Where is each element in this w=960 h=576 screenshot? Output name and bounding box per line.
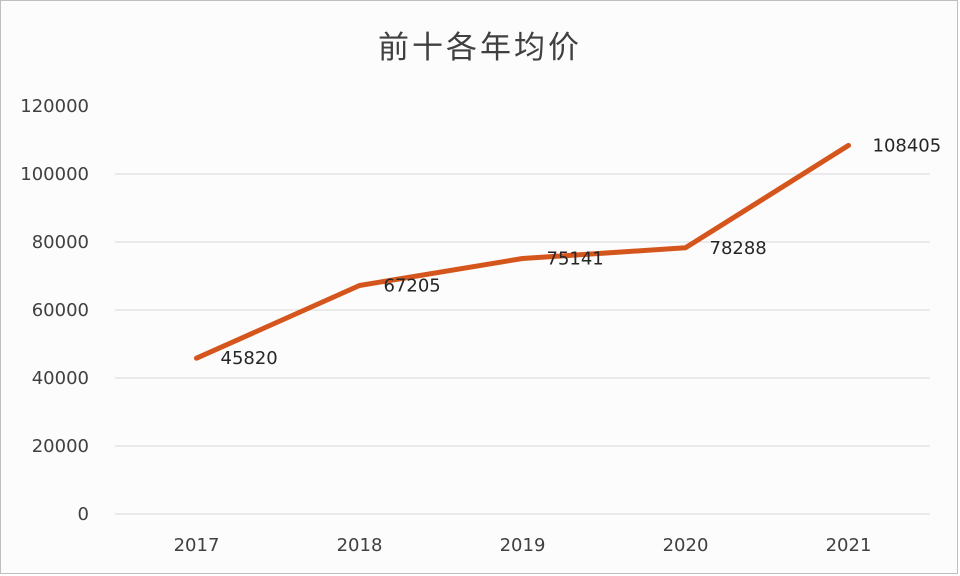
y-tick-label: 80000 xyxy=(32,232,89,253)
data-label: 75141 xyxy=(547,249,604,270)
data-labels: 45820 67205 75141 78288 108405 xyxy=(221,135,942,369)
y-tick-label: 100000 xyxy=(20,164,89,185)
x-tick-label: 2018 xyxy=(337,535,383,556)
y-axis-labels: 0 20000 40000 60000 80000 100000 120000 xyxy=(20,96,89,525)
chart-title: 前十各年均价 xyxy=(378,30,582,66)
x-tick-label: 2019 xyxy=(500,535,546,556)
x-axis-labels: 2017 2018 2019 2020 2021 xyxy=(174,535,872,556)
data-label: 67205 xyxy=(384,276,441,297)
y-tick-label: 20000 xyxy=(32,436,89,457)
x-tick-label: 2021 xyxy=(826,535,872,556)
data-label: 78288 xyxy=(710,238,767,259)
y-tick-label: 120000 xyxy=(20,96,89,117)
series-line xyxy=(194,142,851,361)
data-label: 108405 xyxy=(873,135,942,156)
data-label: 45820 xyxy=(221,348,278,369)
y-tick-label: 0 xyxy=(78,504,89,525)
gridlines xyxy=(115,173,930,515)
x-tick-label: 2020 xyxy=(663,535,709,556)
x-tick-label: 2017 xyxy=(174,535,220,556)
y-tick-label: 60000 xyxy=(32,300,89,321)
y-tick-label: 40000 xyxy=(32,368,89,389)
